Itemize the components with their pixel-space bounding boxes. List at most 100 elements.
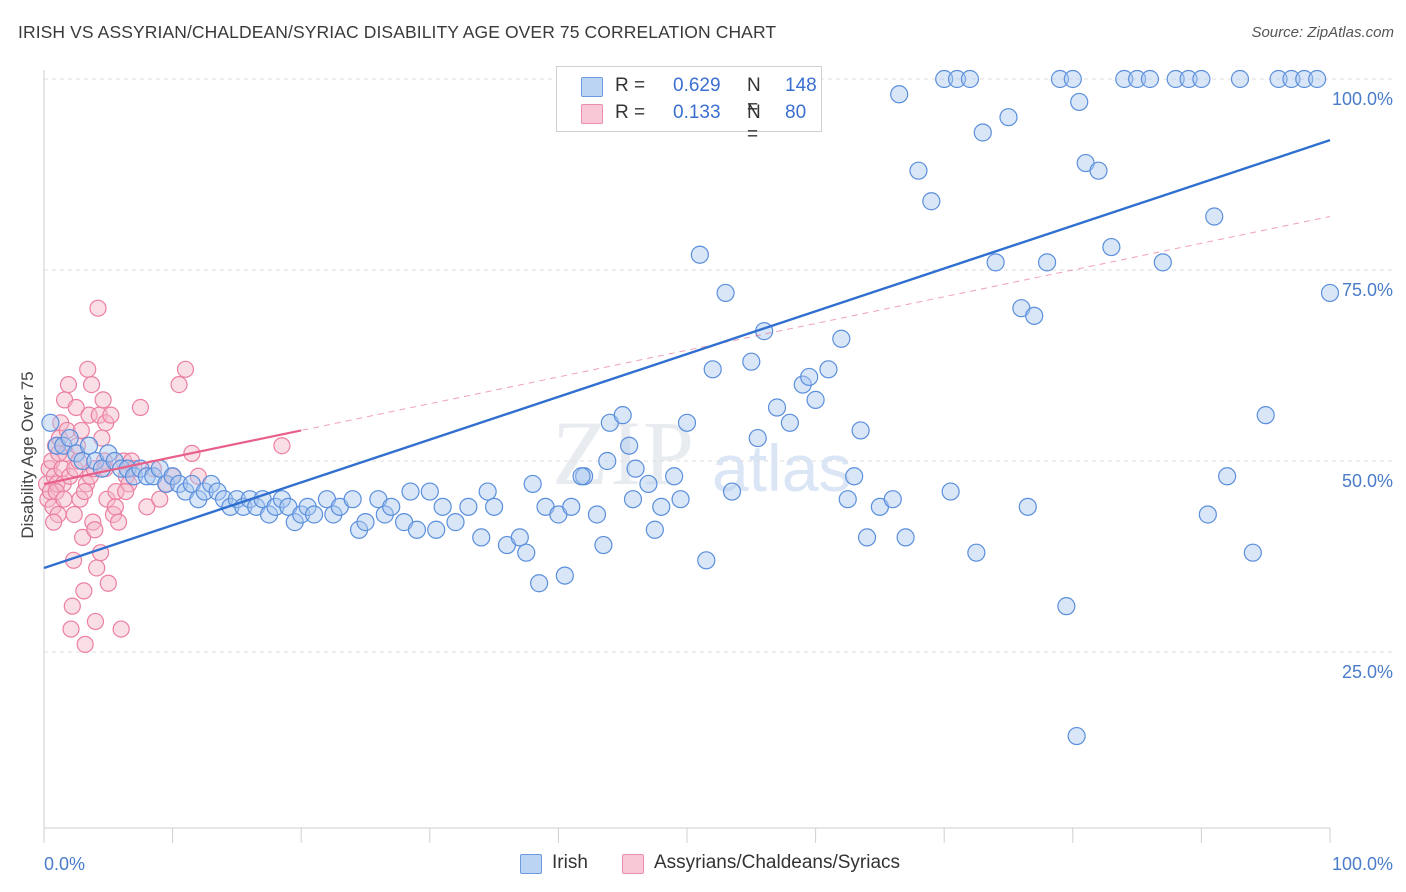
point-irish (324, 505, 343, 524)
point-irish (1320, 283, 1340, 303)
point-assyrian (86, 612, 105, 631)
point-irish (697, 551, 716, 570)
point-irish (613, 406, 632, 425)
point-assyrian (67, 398, 85, 417)
point-irish (1127, 69, 1147, 89)
point-irish (626, 459, 645, 478)
point-irish (703, 360, 722, 379)
point-assyrian (170, 376, 188, 394)
point-assyrian (63, 597, 81, 615)
point-irish (195, 482, 214, 501)
point-irish (1050, 69, 1070, 89)
point-irish (202, 474, 221, 494)
point-irish (857, 528, 877, 547)
bottom-legend-swatch-assyrian (622, 854, 644, 874)
point-irish (973, 123, 992, 142)
point-assyrian (112, 620, 130, 638)
point-irish (671, 490, 690, 509)
point-irish (1025, 306, 1044, 325)
point-irish (401, 482, 420, 501)
point-irish (1308, 69, 1327, 89)
point-irish (819, 360, 838, 379)
point-irish (517, 543, 536, 562)
point-irish (1179, 69, 1198, 89)
point-irish (523, 474, 542, 494)
point-assyrian (82, 376, 101, 394)
legend-r-value: 0.133 (673, 102, 721, 123)
point-irish (620, 436, 639, 455)
point-irish (420, 482, 439, 501)
point-assyrian (138, 498, 156, 516)
point-assyrian (55, 490, 73, 508)
point-irish (623, 490, 643, 509)
point-irish (510, 528, 529, 547)
point-assyrian (99, 574, 117, 592)
point-irish (890, 85, 909, 104)
point-irish (41, 413, 60, 432)
point-assyrian (273, 437, 291, 455)
legend-swatch-irish (581, 77, 603, 97)
point-irish (1295, 69, 1314, 89)
point-assyrian (151, 490, 169, 508)
trend-line-irish (43, 138, 1331, 570)
point-irish (594, 535, 613, 555)
y-tick-label: 50.0% (1342, 471, 1393, 491)
point-irish (851, 421, 870, 440)
point-assyrian (59, 376, 78, 394)
point-irish (748, 428, 767, 448)
trend-line-assyrian (43, 429, 302, 485)
point-assyrian (117, 482, 135, 501)
point-irish (742, 352, 761, 371)
point-irish (157, 474, 176, 494)
legend: R = 0.629 N = 148 R = 0.133 N = 80 (556, 66, 822, 145)
point-irish (349, 520, 369, 539)
point-irish (1089, 161, 1108, 180)
watermark-atlas: atlas (712, 431, 852, 505)
point-assyrian (176, 360, 195, 378)
point-irish (1115, 69, 1134, 89)
point-irish (472, 528, 491, 547)
watermark-zip: ZIP (552, 402, 696, 504)
point-irish (555, 566, 574, 585)
x-tick-label-min: 0.0% (44, 854, 85, 874)
point-irish (1205, 207, 1224, 226)
point-irish (266, 497, 285, 516)
legend-n-value: 80 (785, 102, 807, 123)
point-irish (999, 108, 1018, 127)
point-assyrian (79, 360, 97, 378)
point-irish (1067, 726, 1086, 746)
point-irish (806, 390, 825, 409)
point-irish (407, 520, 427, 539)
point-irish (845, 467, 864, 486)
point-irish (459, 497, 478, 516)
point-irish (652, 497, 671, 516)
point-assyrian (102, 406, 120, 424)
legend-n-label: N = (747, 102, 761, 145)
point-irish (800, 367, 819, 387)
point-irish (1070, 92, 1089, 112)
point-irish (1140, 69, 1160, 89)
point-irish (285, 513, 304, 532)
point-irish (292, 505, 311, 524)
point-irish (986, 253, 1005, 272)
point-irish (1102, 237, 1121, 257)
point-assyrian (65, 505, 83, 524)
point-irish (665, 467, 684, 486)
legend-r-value: 0.629 (673, 75, 721, 96)
point-assyrian (76, 635, 94, 653)
legend-swatch-assyrian (581, 104, 603, 124)
legend-n-label: N = (747, 75, 761, 118)
point-irish (298, 497, 317, 516)
point-irish (60, 428, 79, 448)
y-tick-label: 25.0% (1342, 662, 1393, 682)
point-assyrian (88, 559, 106, 577)
y-tick-label: 75.0% (1342, 280, 1393, 300)
legend-n-value: 148 (785, 75, 817, 96)
point-irish (356, 513, 375, 532)
point-assyrian (75, 582, 93, 600)
point-irish (1192, 69, 1211, 89)
y-axis-label: Disability Age Over 75 (18, 371, 37, 538)
point-irish (163, 467, 182, 486)
point-assyrian (86, 521, 104, 539)
